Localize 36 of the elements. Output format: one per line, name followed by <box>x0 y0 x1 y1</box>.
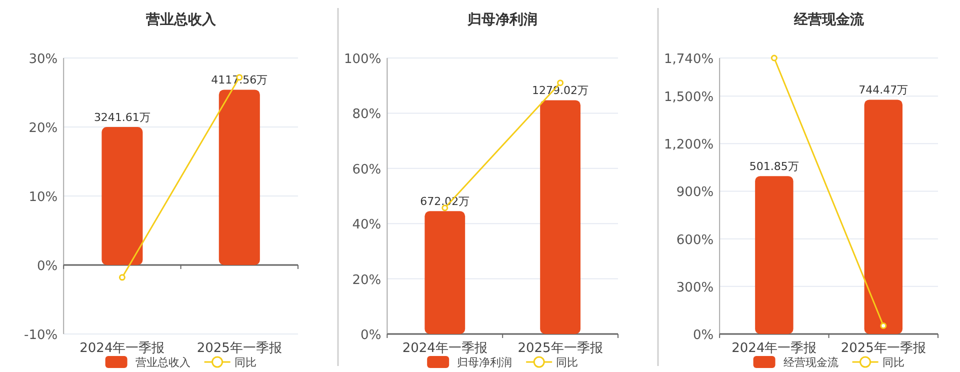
x-tick-label: 2025年一季报 <box>196 341 282 356</box>
y-tick-label: 900% <box>676 185 714 200</box>
x-tick-label: 2024年一季报 <box>80 341 165 356</box>
y-tick-label: 1,500% <box>664 90 714 106</box>
legend-label: 经营现金流 <box>783 356 838 369</box>
x-tick-label: 2025年一季报 <box>840 341 926 356</box>
y-tick-label: 100% <box>344 52 382 67</box>
y-tick-label: 40% <box>352 218 382 233</box>
y-tick-label: 1,200% <box>664 138 714 153</box>
y-tick-label: 60% <box>352 162 382 178</box>
legend-label: 同比 <box>234 356 256 369</box>
x-tick-label: 2024年一季报 <box>402 341 488 356</box>
y-tick-label: 600% <box>676 232 714 248</box>
x-tick-label: 2025年一季报 <box>518 341 603 356</box>
chart-title: 归母净利润 <box>466 11 538 28</box>
x-tick-label: 2024年一季报 <box>732 341 817 356</box>
y-tick-label: 10% <box>28 190 58 205</box>
chart-title: 经营现金流 <box>792 11 865 28</box>
legend-label: 同比 <box>882 356 904 369</box>
legend-label: 同比 <box>556 356 578 369</box>
y-tick-label: -10% <box>24 328 58 343</box>
y-tick-label: 1,740% <box>664 52 714 67</box>
y-tick-label: 0% <box>692 328 714 343</box>
y-tick-label: 20% <box>28 121 58 136</box>
y-tick-label: 80% <box>352 107 382 122</box>
y-tick-label: 0% <box>360 328 382 343</box>
data-label: 3241.61万 <box>94 110 150 124</box>
y-tick-label: 300% <box>676 280 714 296</box>
data-label: 744.47万 <box>858 84 908 97</box>
legend-label: 归母净利润 <box>457 356 512 369</box>
y-tick-label: 20% <box>352 272 382 288</box>
chart-title: 营业总收入 <box>144 12 217 28</box>
data-label: 501.85万 <box>749 160 799 174</box>
legend-label: 营业总收入 <box>135 356 190 369</box>
y-tick-label: 0% <box>36 259 58 274</box>
y-tick-label: 30% <box>28 52 58 67</box>
